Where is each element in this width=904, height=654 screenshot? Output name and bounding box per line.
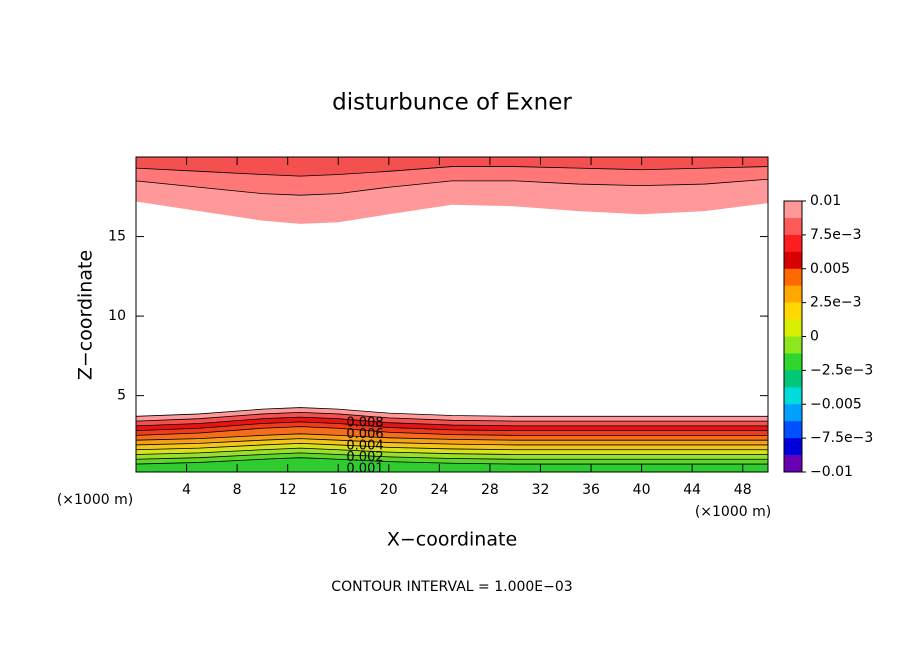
colorbar-label: 0.01 [810, 193, 841, 209]
chart-title: disturbunce of Exner [332, 90, 572, 116]
contour-line [135, 407, 768, 417]
contour-line [135, 421, 768, 432]
x-unit-label: (×1000 m) [57, 492, 133, 508]
y-tick-label: 5 [117, 388, 126, 404]
colorbar-box [784, 421, 802, 439]
colorbar-box [784, 234, 802, 253]
contour-band [136, 421, 768, 436]
colorbar-label: 2.5e−3 [810, 295, 862, 311]
colorbar-label: 0 [810, 329, 819, 345]
colorbar-label: −7.5e−3 [810, 430, 873, 446]
contour-band [136, 407, 768, 422]
y-tick-label: 15 [108, 229, 126, 245]
colorbar-box [784, 201, 802, 219]
contour-band [136, 417, 768, 431]
contour-line [135, 178, 769, 196]
x-tick-label: 4 [182, 482, 191, 498]
colorbar-box [784, 353, 802, 371]
colorbar-label: −0.005 [810, 396, 862, 412]
contour-line [135, 438, 768, 446]
contour-band [136, 412, 768, 426]
colorbar-box [784, 438, 802, 456]
colorbar-box [784, 319, 802, 337]
colorbar-box [784, 370, 802, 388]
colorbar-box [784, 302, 802, 320]
colorbar-label: 0.005 [810, 261, 850, 277]
x-unit-label: (×1000 m) [695, 504, 771, 520]
contour-band [136, 166, 768, 196]
contour-label: 0.004 [346, 439, 383, 454]
colorbar-box [784, 336, 802, 354]
colorbar-box [784, 268, 802, 286]
x-tick-label: 20 [380, 482, 398, 498]
x-tick-label: 12 [279, 482, 297, 498]
contour-line [135, 452, 768, 460]
contour-band [136, 457, 768, 472]
y-axis-label: Z−coordinate [75, 250, 97, 380]
colorbar-box [784, 455, 802, 473]
contour-band [136, 179, 768, 224]
colorbar-label: −0.01 [810, 464, 853, 480]
x-tick-label: 40 [633, 482, 651, 498]
x-tick-label: 48 [734, 482, 752, 498]
y-tick-label: 10 [108, 308, 126, 324]
colorbar-label: −2.5e−3 [810, 362, 873, 378]
contour-line [135, 411, 768, 422]
colorbar-box [784, 251, 802, 270]
contour-label: 0.002 [346, 450, 383, 465]
contour-line [135, 433, 768, 441]
contour-line [135, 447, 768, 455]
x-tick-label: 44 [683, 482, 701, 498]
x-axis-label: X−coordinate [387, 529, 517, 551]
colorbar-label: 7.5e−3 [810, 227, 862, 243]
contour-band [136, 426, 768, 441]
contour-line [135, 426, 768, 436]
x-tick-label: 16 [329, 482, 347, 498]
contour-line [135, 442, 768, 451]
x-tick-label: 8 [233, 482, 242, 498]
contour-label: 0.008 [346, 416, 383, 431]
contour-line [135, 416, 768, 427]
colorbar-box [784, 387, 802, 405]
contour-label: 0.001 [346, 462, 383, 477]
plot-frame [135, 156, 769, 473]
contour-label: 0.006 [346, 427, 383, 442]
colorbar-box [784, 217, 802, 236]
x-tick-label: 24 [430, 482, 448, 498]
footer-note: CONTOUR INTERVAL = 1.000E−03 [331, 579, 572, 595]
x-tick-label: 32 [532, 482, 550, 498]
colorbar-box [784, 285, 802, 303]
contour-line [135, 457, 768, 465]
contour-band [136, 448, 768, 460]
colorbar-box [784, 404, 802, 422]
contour-line [135, 166, 769, 177]
x-tick-label: 28 [481, 482, 499, 498]
x-tick-label: 36 [582, 482, 600, 498]
